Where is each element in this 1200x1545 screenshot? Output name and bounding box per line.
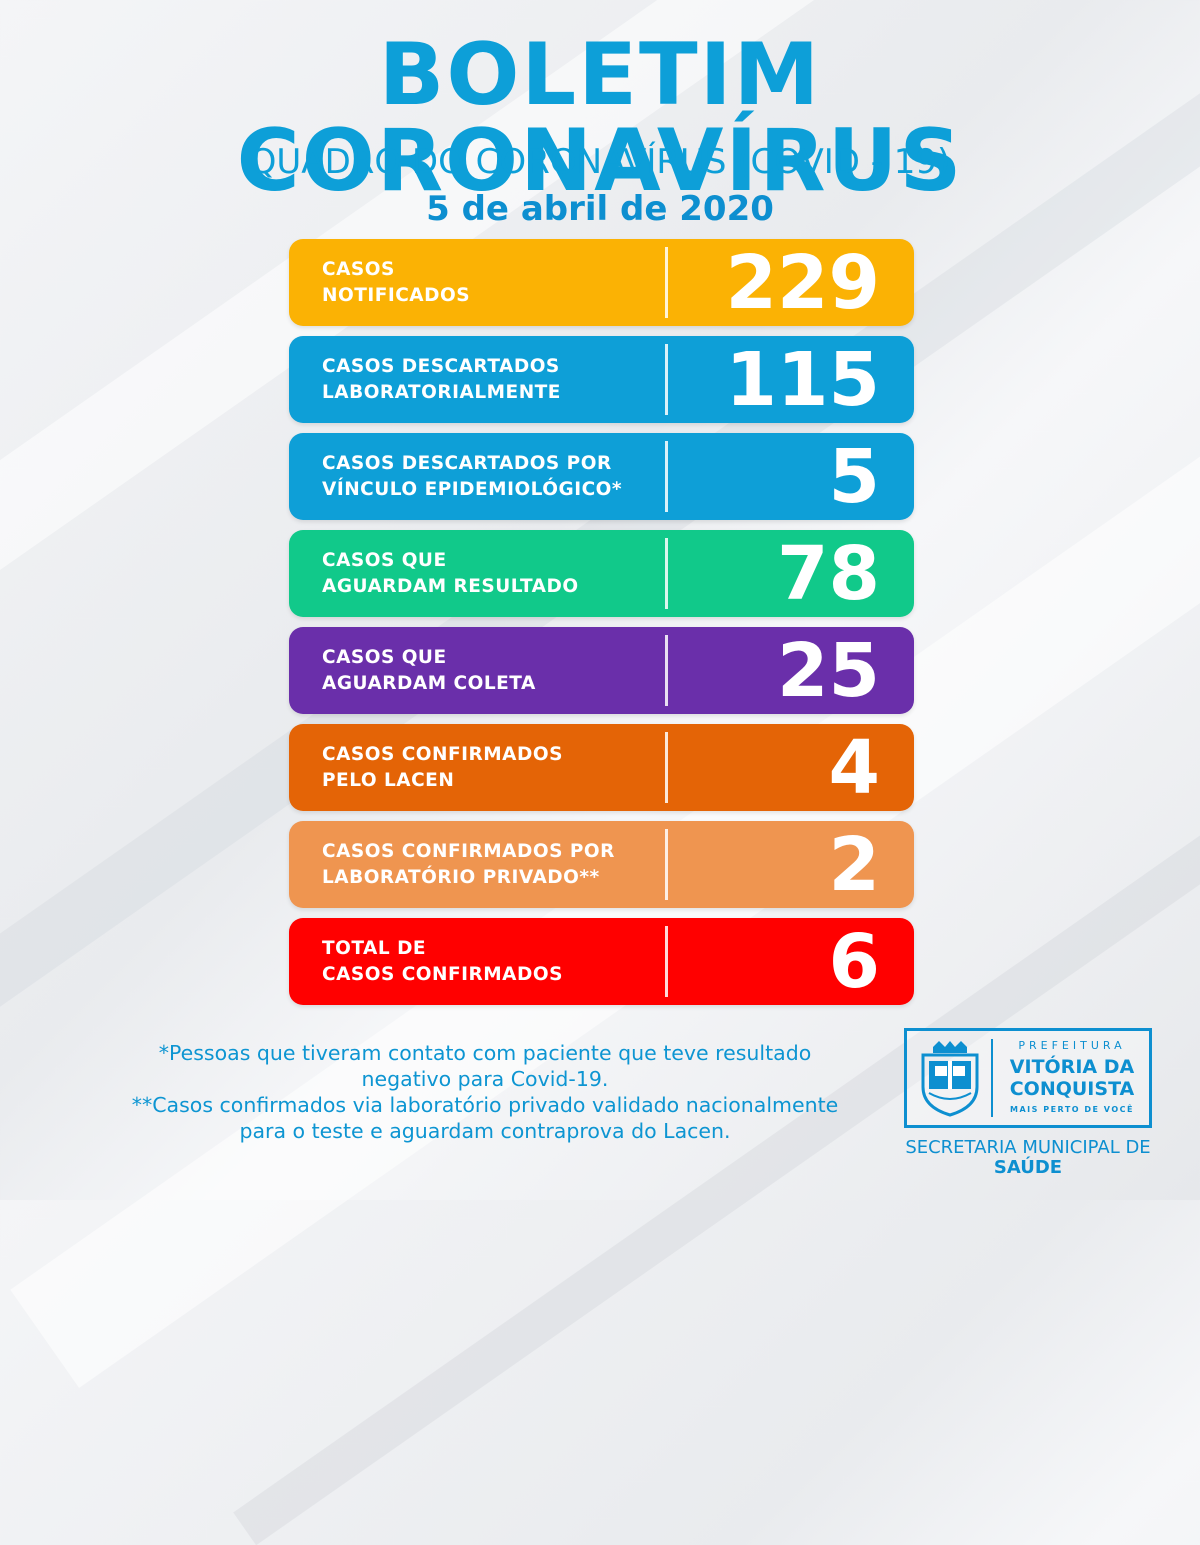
card-label-line: NOTIFICADOS bbox=[322, 284, 471, 306]
logo-city-name: CONQUISTA bbox=[1009, 1078, 1135, 1100]
footnote-line: negativo para Covid-19. bbox=[361, 1067, 609, 1091]
secretaria-saude: SAÚDE bbox=[993, 1157, 1063, 1178]
card-value: 78 bbox=[777, 530, 880, 617]
footnote-line: *Pessoas que tiveram contato com pacient… bbox=[158, 1041, 812, 1065]
logo-city-name: VITÓRIA DA bbox=[1009, 1056, 1135, 1078]
card-label: CASOS QUE AGUARDAM COLETA bbox=[322, 627, 536, 714]
card-descartados-laboratorialmente: CASOS DESCARTADOS LABORATORIALMENTE 115 bbox=[289, 336, 914, 423]
card-confirmados-lacen: CASOS CONFIRMADOS PELO LACEN 4 bbox=[289, 724, 914, 811]
card-label: CASOS NOTIFICADOS bbox=[322, 239, 470, 326]
card-value: 25 bbox=[777, 627, 880, 714]
card-confirmados-privado: CASOS CONFIRMADOS POR LABORATÓRIO PRIVAD… bbox=[289, 821, 914, 908]
card-divider bbox=[665, 344, 668, 415]
card-label: CASOS QUE AGUARDAM RESULTADO bbox=[322, 530, 579, 617]
card-label-line: CASOS QUE bbox=[322, 646, 447, 668]
card-label: CASOS DESCARTADOS LABORATORIALMENTE bbox=[322, 336, 561, 423]
card-value: 115 bbox=[725, 336, 880, 423]
logo-slogan: MAIS PERTO DE VOCÊ bbox=[1010, 1105, 1134, 1114]
card-divider bbox=[665, 441, 668, 512]
card-total-confirmados: TOTAL DE CASOS CONFIRMADOS 6 bbox=[289, 918, 914, 1005]
card-value: 2 bbox=[828, 821, 881, 908]
card-label-line: LABORATÓRIO PRIVADO** bbox=[322, 866, 600, 888]
card-divider bbox=[665, 732, 668, 803]
card-label-line: CASOS bbox=[322, 258, 395, 280]
page-subtitle: QUADRO DO CORONAVÍRUS (COVID - 19) bbox=[249, 142, 951, 182]
card-label: CASOS CONFIRMADOS POR LABORATÓRIO PRIVAD… bbox=[322, 821, 615, 908]
secretaria-line: SECRETARIA MUNICIPAL DE bbox=[905, 1137, 1151, 1158]
logo-prefeitura: PREFEITURA bbox=[1018, 1039, 1126, 1052]
card-label: CASOS CONFIRMADOS PELO LACEN bbox=[322, 724, 563, 811]
footnote-line: para o teste e aguardam contraprova do L… bbox=[239, 1119, 731, 1143]
card-divider bbox=[665, 635, 668, 706]
card-value: 5 bbox=[828, 433, 881, 520]
city-crest-icon bbox=[921, 1041, 979, 1117]
card-label-line: VÍNCULO EPIDEMIOLÓGICO* bbox=[322, 478, 623, 500]
footnote-line: **Casos confirmados via laboratório priv… bbox=[131, 1093, 839, 1117]
card-value: 229 bbox=[725, 239, 880, 326]
card-label-line: LABORATORIALMENTE bbox=[322, 381, 561, 403]
card-label-line: CASOS CONFIRMADOS POR bbox=[322, 840, 615, 862]
card-divider bbox=[665, 247, 668, 318]
card-label-line: CASOS QUE bbox=[322, 549, 447, 571]
card-label: TOTAL DE CASOS CONFIRMADOS bbox=[322, 918, 563, 1005]
stats-cards: CASOS NOTIFICADOS 229 CASOS DESCARTADOS … bbox=[289, 239, 914, 1015]
card-label-line: CASOS DESCARTADOS bbox=[322, 355, 560, 377]
prefeitura-logo: PREFEITURA VITÓRIA DA CONQUISTA MAIS PER… bbox=[904, 1028, 1152, 1128]
card-label-line: AGUARDAM RESULTADO bbox=[322, 575, 579, 597]
card-label-line: TOTAL DE bbox=[322, 937, 427, 959]
card-label-line: CASOS CONFIRMADOS bbox=[322, 743, 563, 765]
card-divider bbox=[665, 829, 668, 900]
card-aguardam-resultado: CASOS QUE AGUARDAM RESULTADO 78 bbox=[289, 530, 914, 617]
card-label: CASOS DESCARTADOS POR VÍNCULO EPIDEMIOLÓ… bbox=[322, 433, 622, 520]
card-label-line: CASOS DESCARTADOS POR bbox=[322, 452, 612, 474]
card-casos-notificados: CASOS NOTIFICADOS 229 bbox=[289, 239, 914, 326]
footnotes: *Pessoas que tiveram contato com pacient… bbox=[50, 1040, 920, 1144]
card-value: 6 bbox=[828, 918, 881, 1005]
card-divider bbox=[665, 538, 668, 609]
card-value: 4 bbox=[828, 724, 881, 811]
card-divider bbox=[665, 926, 668, 997]
card-aguardam-coleta: CASOS QUE AGUARDAM COLETA 25 bbox=[289, 627, 914, 714]
card-descartados-vinculo: CASOS DESCARTADOS POR VÍNCULO EPIDEMIOLÓ… bbox=[289, 433, 914, 520]
secretaria-label: SECRETARIA MUNICIPAL DE SAÚDE bbox=[890, 1138, 1166, 1178]
card-label-line: PELO LACEN bbox=[322, 769, 455, 791]
page-title: BOLETIM CORONAVÍRUS bbox=[236, 25, 964, 211]
logo-divider bbox=[991, 1039, 993, 1117]
card-label-line: AGUARDAM COLETA bbox=[322, 672, 536, 694]
card-label-line: CASOS CONFIRMADOS bbox=[322, 963, 563, 985]
bulletin-date: 5 de abril de 2020 bbox=[426, 189, 774, 229]
